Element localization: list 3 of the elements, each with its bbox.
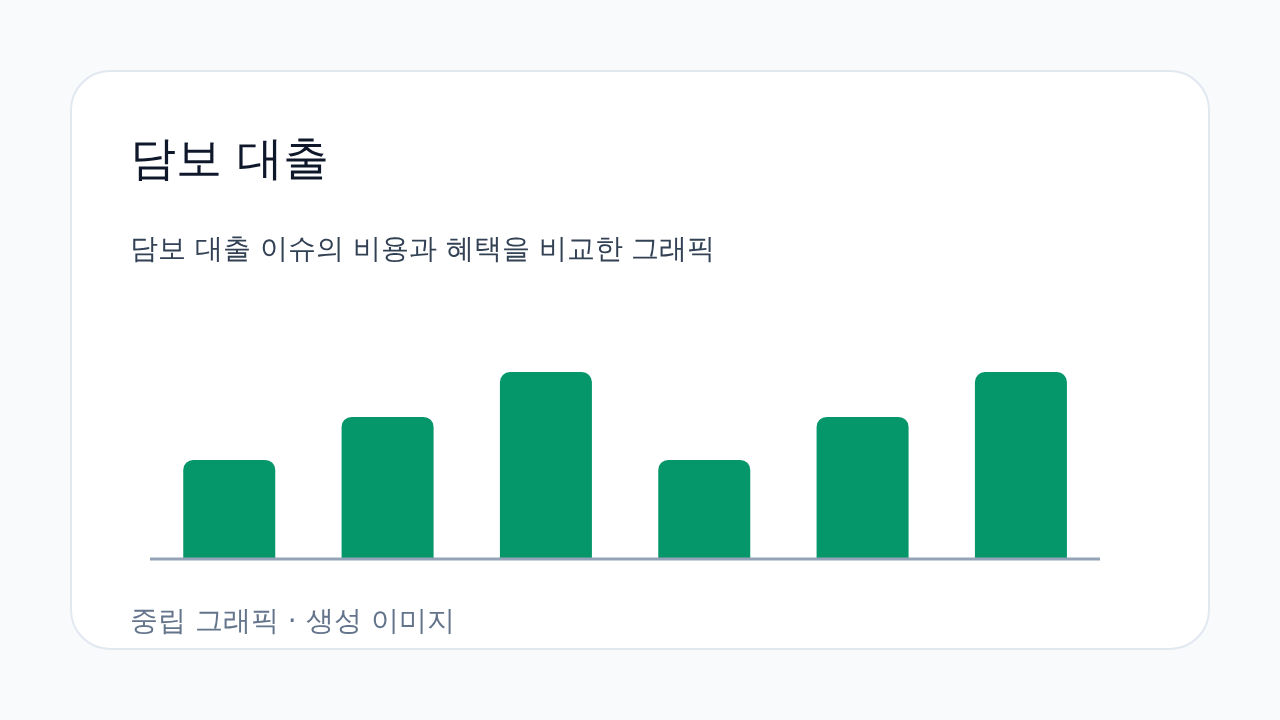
text: 중립 그래픽 · 생성 이미지 xyxy=(130,603,455,639)
chart-title: 담보 대출 xyxy=(130,130,329,187)
chart-subtitle: 담보 대출 이슈의 비용과 혜택을 비교한 그래픽 xyxy=(130,231,716,267)
